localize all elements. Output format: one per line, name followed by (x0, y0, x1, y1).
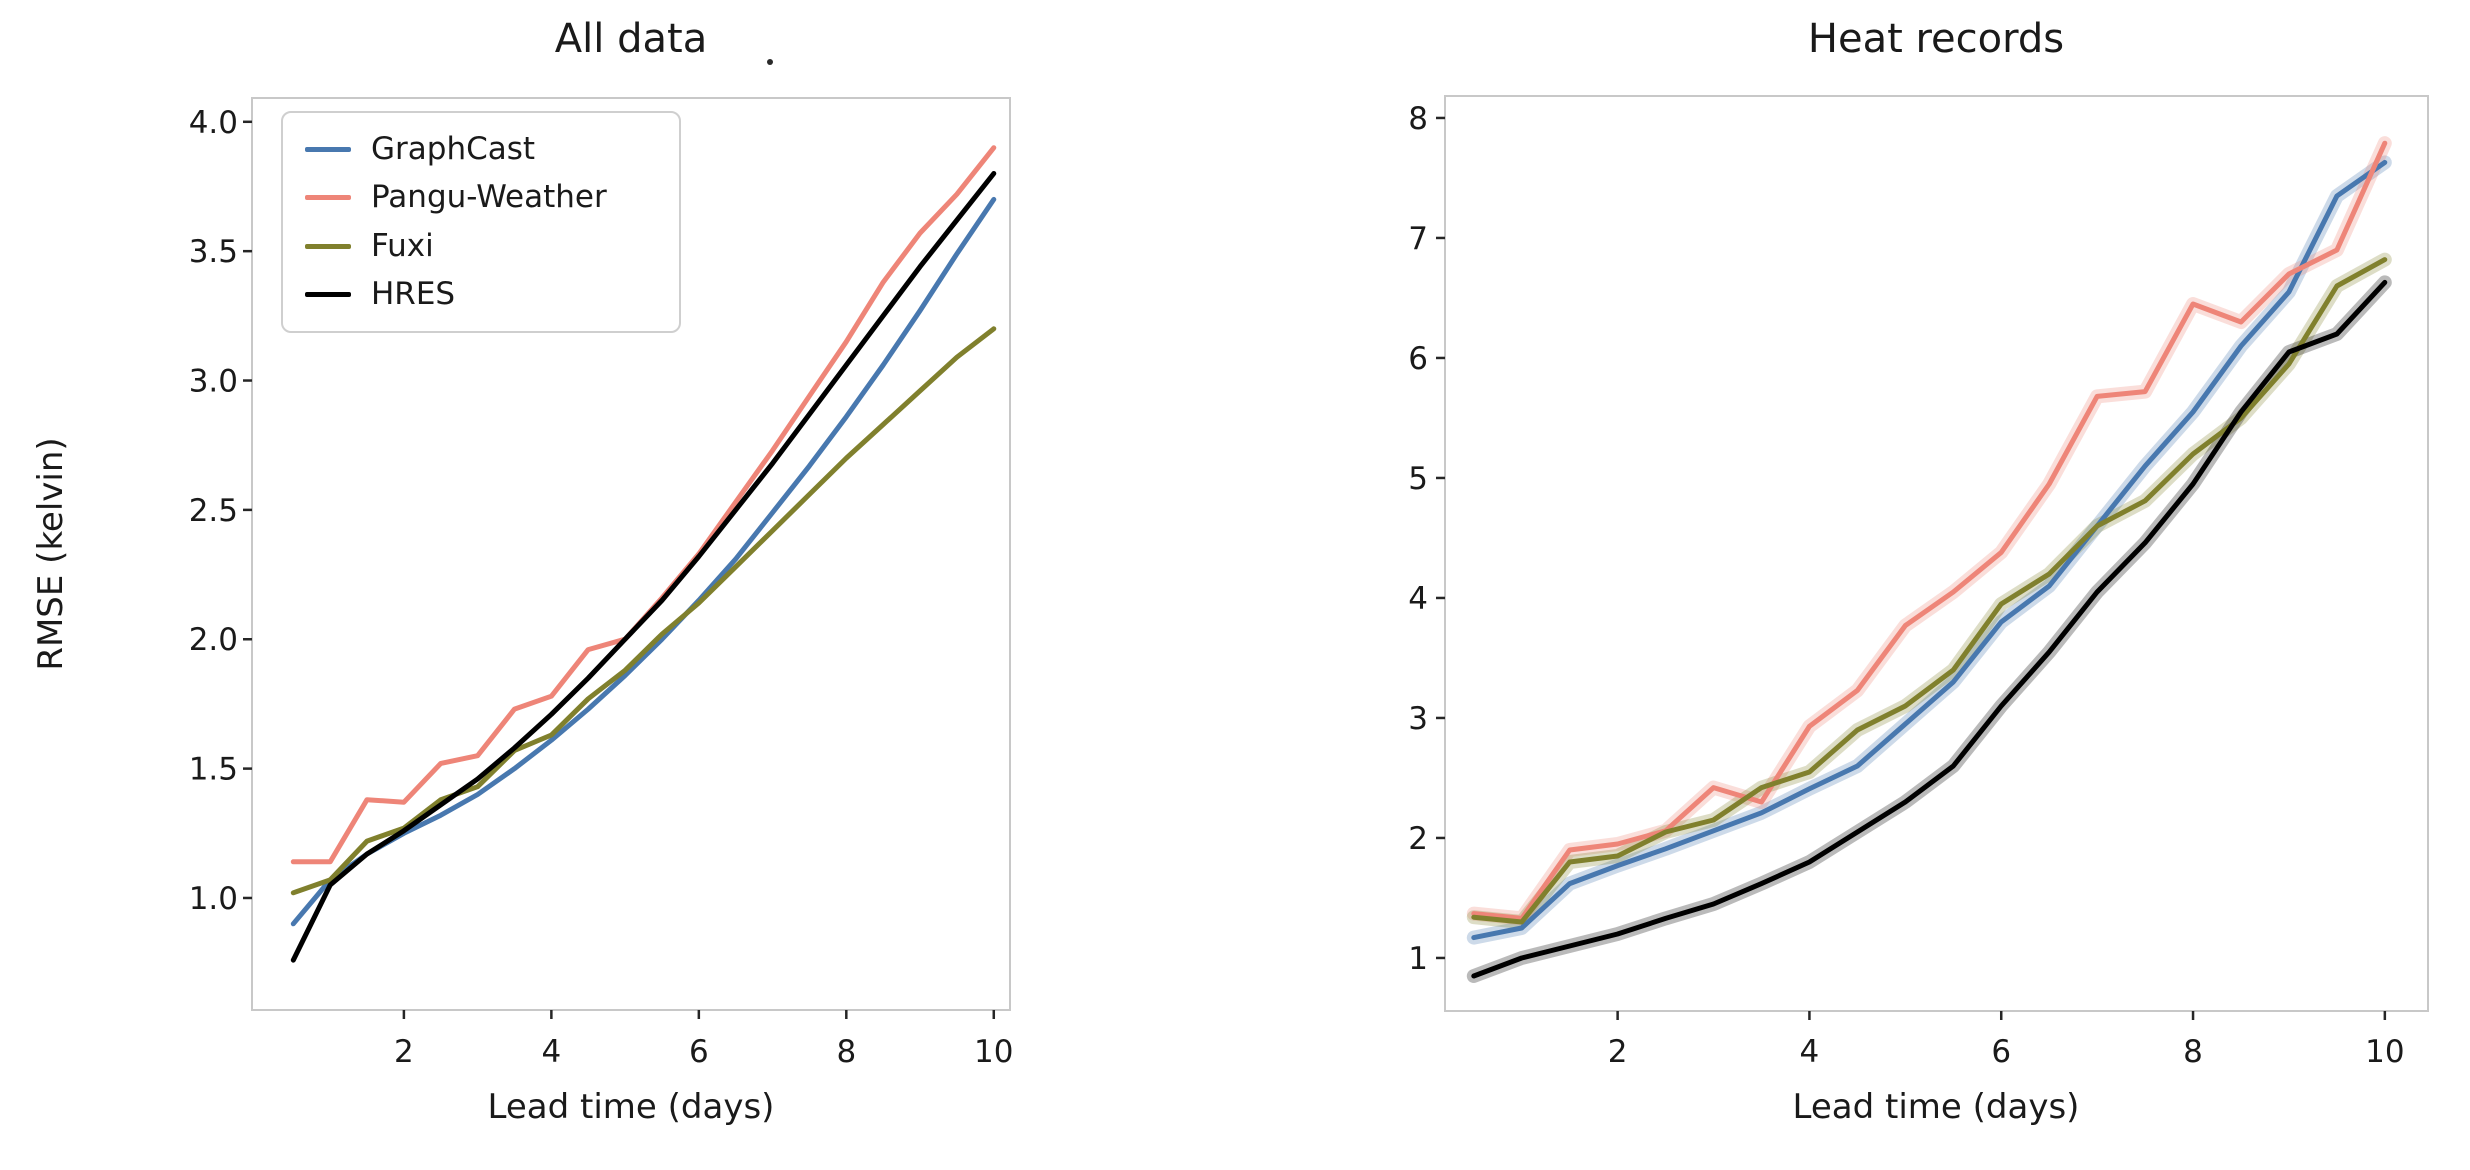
legend-item-hres: HRES (305, 271, 679, 320)
legend-swatch-fuxi (305, 243, 351, 249)
y-tick-label: 1.0 (189, 881, 238, 917)
y-tick-label: 1 (1408, 941, 1428, 977)
series-band-fuxi (1466, 252, 2392, 929)
x-tick-label: 8 (2183, 1034, 2203, 1070)
series-line-fuxi (290, 326, 997, 896)
chart-heat-records: Heat records Lead time (days) 2 4 6 8 101234… (1408, 16, 2429, 1127)
legend-label: Fuxi (371, 227, 434, 264)
legend-item-pangu-weather: Pangu-Weather (305, 174, 679, 223)
title-stray-dot (767, 59, 773, 65)
y-tick-label: 4 (1408, 581, 1428, 617)
series-line-graphcast (290, 196, 997, 927)
y-tick-label: 2.0 (189, 622, 238, 658)
x-axis-label-right: Lead time (days) (1793, 1087, 2080, 1127)
x-tick-label: 6 (689, 1034, 709, 1070)
y-axis-label: RMSE (kelvin) (31, 437, 71, 670)
x-tick-label: 2 (1608, 1034, 1628, 1070)
plot-box (251, 97, 1011, 1011)
legend-swatch-pangu-weather (305, 195, 351, 201)
y-tick-label: 2.5 (189, 493, 238, 529)
y-tick-label: 1.5 (189, 752, 238, 788)
legend-swatch-graphcast (305, 146, 351, 152)
series-line-graphcast (1471, 159, 2388, 941)
y-tick-label: 7 (1408, 221, 1428, 257)
series-line-hres (1471, 279, 2388, 979)
y-tick-label: 3.0 (189, 364, 238, 400)
legend-item-fuxi: Fuxi (305, 222, 679, 271)
y-tick-label: 8 (1408, 101, 1428, 137)
series-line-fuxi (1471, 257, 2388, 925)
plot-area-all-data: 2 4 6 8 10 1.0 1.5 2.0 2.5 3.0 3.5 4.0 (189, 97, 1014, 1070)
legend-item-graphcast: GraphCast (305, 125, 679, 174)
y-tick-label: 6 (1408, 341, 1428, 377)
legend-label: Pangu-Weather (371, 179, 607, 216)
x-tick-label: 2 (394, 1034, 414, 1070)
legend: GraphCast Pangu-Weather Fuxi HRES (281, 111, 681, 333)
chart-title-all-data: All data (555, 16, 707, 62)
y-tick-label: 5 (1408, 461, 1428, 497)
x-tick-label: 8 (836, 1034, 856, 1070)
x-axis-label-left: Lead time (days) (488, 1087, 775, 1127)
y-tick-label: 4.0 (189, 105, 238, 141)
chart-all-data: All data RMSE (kelvin) Lead time (days) … (31, 16, 1014, 1127)
x-tick-label: 4 (1800, 1034, 1820, 1070)
y-tick-label: 3 (1408, 701, 1428, 737)
plot-box (1444, 95, 2429, 1012)
series-line-hres (290, 171, 997, 963)
x-tick-label: 4 (541, 1034, 561, 1070)
x-tick-label: 10 (2365, 1034, 2404, 1070)
legend-label: GraphCast (371, 130, 536, 167)
legend-swatch-hres (305, 292, 351, 298)
series-line-pangu-weather (1471, 140, 2388, 921)
legend-label: HRES (371, 276, 456, 313)
series-band-pangu-weather (1466, 136, 2392, 926)
y-tick-label: 2 (1408, 821, 1428, 857)
y-tick-label: 3.5 (189, 234, 238, 270)
series-band-graphcast (1466, 155, 2392, 945)
x-tick-label: 6 (1991, 1034, 2011, 1070)
chart-title-heat-records: Heat records (1808, 16, 2064, 62)
x-tick-label: 10 (974, 1034, 1013, 1070)
